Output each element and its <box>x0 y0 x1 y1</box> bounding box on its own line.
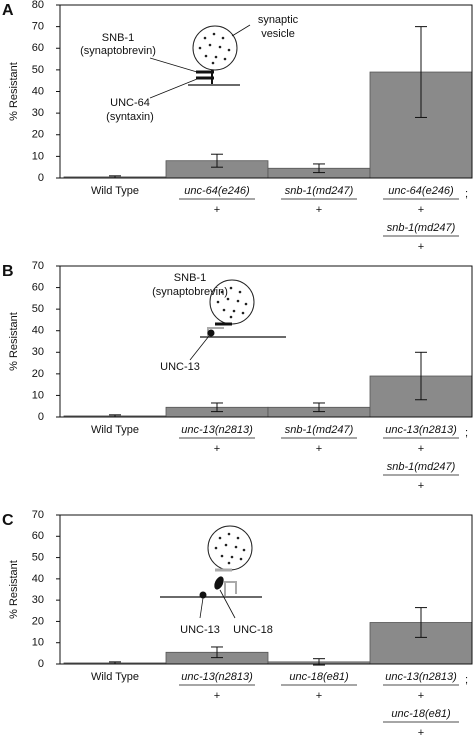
genotype-over: + <box>418 690 424 702</box>
x-tick-label: Wild Type <box>91 185 139 197</box>
y-tick-label: 10 <box>32 389 44 401</box>
y-tick-label: 50 <box>32 64 44 76</box>
annotation: UNC-13 <box>180 624 220 636</box>
y-tick-label: 50 <box>32 551 44 563</box>
genotype-allele: unc-13(n2813) <box>385 424 457 436</box>
y-tick-label: 20 <box>32 129 44 141</box>
annotation: (synaptobrevin) <box>80 45 156 57</box>
y-tick-label: 30 <box>32 346 44 358</box>
x-tick-label: Wild Type <box>91 424 139 436</box>
diagram-c: UNC-13 UNC-18 <box>160 525 273 636</box>
error-bar <box>313 402 325 413</box>
y-axis-label: % Resistant <box>8 62 20 121</box>
y-tick-label: 0 <box>38 658 44 670</box>
y-tick-label: 20 <box>32 615 44 627</box>
genotype-over: + <box>214 443 220 455</box>
panel: C % Resistant 0 10 20 30 40 50 60 70 Wild Type unc-… <box>2 509 473 737</box>
error-bar <box>415 607 427 638</box>
genotype-over: + <box>316 204 322 216</box>
annotation: UNC-18 <box>233 624 273 636</box>
y-tick-label: 0 <box>38 172 44 184</box>
annotation: UNC-13 <box>160 361 200 373</box>
panel: B % Resistant 0 10 20 30 40 50 60 70 Wild Type unc-… <box>2 260 473 492</box>
y-tick-label: 40 <box>32 85 44 97</box>
genotype-allele: unc-64(e246) <box>184 185 250 197</box>
panel-label: B <box>2 263 14 280</box>
panel-label: C <box>2 512 14 529</box>
y-tick-label: 60 <box>32 281 44 293</box>
panel-label: A <box>2 2 14 19</box>
diagram-a: SNB-1 (synaptobrevin) synaptic vesicle U… <box>80 14 299 123</box>
genotype-allele: unc-18(e81) <box>391 708 451 720</box>
genotype-over: + <box>316 690 322 702</box>
y-tick-label: 70 <box>32 260 44 272</box>
y-tick-label: 50 <box>32 303 44 315</box>
y-tick-label: 40 <box>32 325 44 337</box>
annotation: SNB-1 <box>174 272 206 284</box>
error-bar <box>415 26 427 118</box>
plot-frame <box>59 265 473 418</box>
annotation: UNC-64 <box>110 97 150 109</box>
error-bar <box>211 153 223 168</box>
genotype-separator: ; <box>465 674 468 686</box>
y-tick-label: 80 <box>32 0 44 11</box>
genotype-over: + <box>418 241 424 253</box>
genotype-allele: snb-1(md247) <box>387 222 456 234</box>
error-bar <box>415 351 427 401</box>
genotype-over: + <box>316 443 322 455</box>
y-tick-label: 60 <box>32 530 44 542</box>
genotype-allele: unc-13(n2813) <box>181 424 253 436</box>
genotype-over: + <box>214 690 220 702</box>
error-bar <box>211 646 223 659</box>
annotation: SNB-1 <box>102 32 134 44</box>
genotype-over: + <box>418 727 424 737</box>
genotype-separator: ; <box>465 188 468 200</box>
diagram-b: SNB-1 (synaptobrevin) UNC-13 <box>152 272 286 373</box>
annotation: synaptic <box>258 14 299 26</box>
y-tick-label: 70 <box>32 21 44 33</box>
y-tick-label: 30 <box>32 107 44 119</box>
panel: A % Resistant 0 10 20 30 40 50 60 70 80 Wild Type un… <box>2 0 473 253</box>
y-tick-label: 0 <box>38 411 44 423</box>
genotype-separator: ; <box>465 427 468 439</box>
y-tick-label: 30 <box>32 594 44 606</box>
y-tick-label: 10 <box>32 637 44 649</box>
genotype-over: + <box>418 204 424 216</box>
annotation: (syntaxin) <box>106 111 154 123</box>
annotation: vesicle <box>261 28 295 40</box>
y-axis-label: % Resistant <box>8 560 20 619</box>
genotype-allele: unc-13(n2813) <box>181 671 253 683</box>
genotype-allele: unc-13(n2813) <box>385 671 457 683</box>
genotype-over: + <box>418 443 424 455</box>
y-tick-label: 60 <box>32 42 44 54</box>
genotype-allele: unc-64(e246) <box>388 185 454 197</box>
genotype-over: + <box>418 480 424 492</box>
genotype-allele: snb-1(md247) <box>387 461 456 473</box>
error-bar <box>211 402 223 413</box>
genotype-allele: unc-18(e81) <box>289 671 349 683</box>
y-axis-label: % Resistant <box>8 312 20 371</box>
vesicle-dots <box>198 32 231 65</box>
genotype-allele: snb-1(md247) <box>285 185 354 197</box>
error-bar <box>313 163 325 174</box>
x-tick-label: Wild Type <box>91 671 139 683</box>
y-tick-label: 20 <box>32 368 44 380</box>
annotation: (synaptobrevin) <box>152 286 228 298</box>
y-tick-label: 40 <box>32 573 44 585</box>
plot-frame <box>59 4 473 179</box>
genotype-over: + <box>214 204 220 216</box>
genotype-allele: snb-1(md247) <box>285 424 354 436</box>
y-tick-label: 70 <box>32 509 44 521</box>
y-tick-label: 10 <box>32 150 44 162</box>
plot-frame <box>59 514 473 665</box>
